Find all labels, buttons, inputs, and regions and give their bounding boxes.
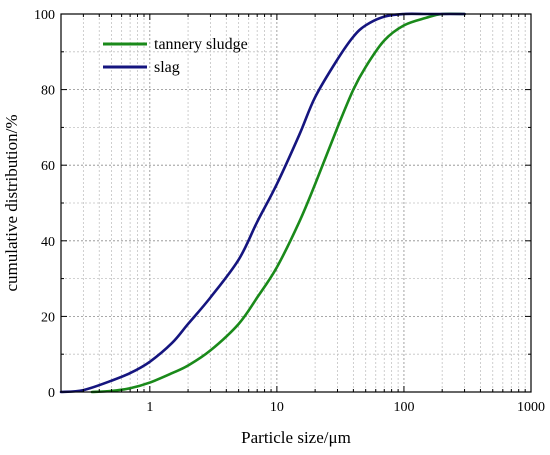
x-tick-label: 100 xyxy=(393,400,414,415)
x-tick-label: 10 xyxy=(270,400,284,415)
series-line-tannery-sludge xyxy=(90,12,466,394)
y-tick-label: 20 xyxy=(41,310,55,325)
x-tick-label: 1000 xyxy=(517,400,545,415)
y-tick-label: 0 xyxy=(48,386,55,401)
legend: tannery sludge slag xyxy=(103,36,248,76)
y-tick-label: 60 xyxy=(41,159,55,174)
plot-frame xyxy=(60,13,532,393)
y-tick-label: 100 xyxy=(34,8,55,23)
legend-label-slag: slag xyxy=(154,59,180,76)
x-tick-label: 1 xyxy=(146,400,153,415)
y-axis-title: cumulative distribution/% xyxy=(2,114,21,291)
x-axis-title: Particle size/μm xyxy=(241,428,351,447)
axis-ticks: 1 10 100 1000 0 20 40 60 80 100 xyxy=(34,8,545,415)
legend-label-tannery-sludge: tannery sludge xyxy=(154,36,248,53)
y-tick-label: 80 xyxy=(41,84,55,99)
y-tick-label: 40 xyxy=(41,235,55,250)
grid xyxy=(61,14,531,392)
